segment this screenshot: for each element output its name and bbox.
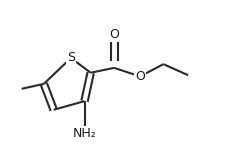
Text: NH₂: NH₂: [73, 127, 96, 140]
Text: S: S: [67, 52, 75, 65]
Text: O: O: [109, 28, 119, 41]
Text: O: O: [135, 70, 145, 83]
